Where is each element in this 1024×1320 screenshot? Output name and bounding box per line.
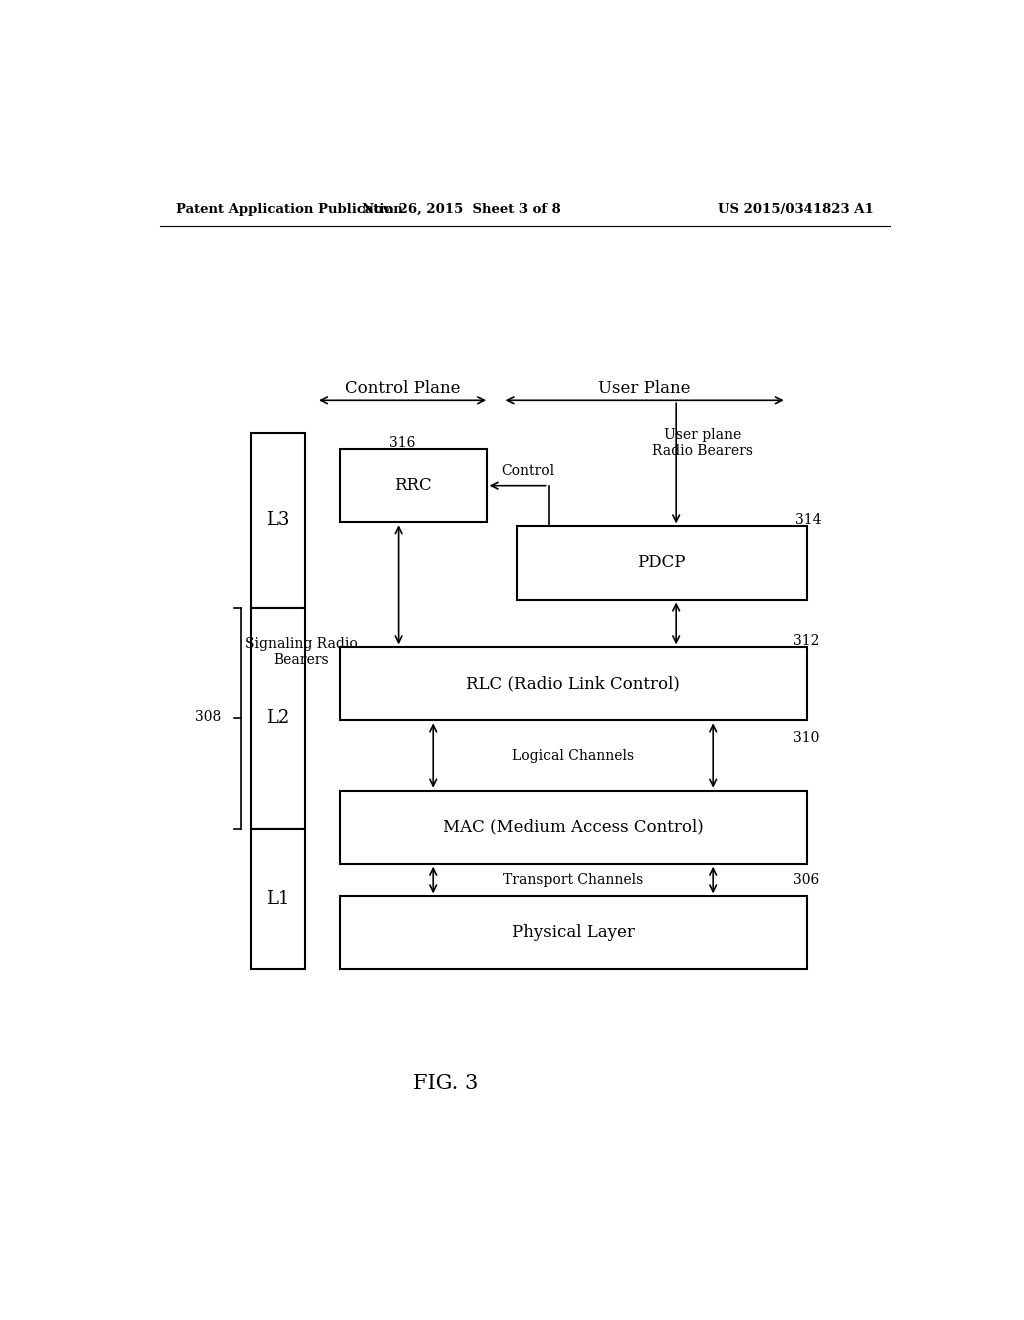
Bar [251,607,305,829]
Bar [340,791,807,863]
Text: Logical Channels: Logical Channels [512,748,634,763]
Text: RRC: RRC [394,478,432,494]
Text: 310: 310 [793,731,819,744]
Bar [340,896,807,969]
Text: 306: 306 [793,873,819,887]
Text: 312: 312 [793,634,819,648]
Text: US 2015/0341823 A1: US 2015/0341823 A1 [718,203,873,215]
Text: Control Plane: Control Plane [345,380,461,396]
Text: L3: L3 [266,511,290,529]
Text: User plane
Radio Bearers: User plane Radio Bearers [652,428,753,458]
Text: Signaling Radio
Bearers: Signaling Radio Bearers [245,638,357,668]
Bar [251,829,305,969]
Text: L1: L1 [266,891,290,908]
Text: Control: Control [501,465,554,478]
Text: FIG. 3: FIG. 3 [413,1074,478,1093]
Bar [251,433,305,607]
Text: PDCP: PDCP [638,554,686,572]
Text: L2: L2 [266,709,290,727]
Text: RLC (Radio Link Control): RLC (Radio Link Control) [466,676,680,693]
Text: MAC (Medium Access Control): MAC (Medium Access Control) [442,818,703,836]
Bar [340,449,486,523]
Text: 308: 308 [196,710,221,725]
Text: Nov. 26, 2015  Sheet 3 of 8: Nov. 26, 2015 Sheet 3 of 8 [361,203,561,215]
Text: 314: 314 [795,513,821,527]
Text: Physical Layer: Physical Layer [512,924,635,941]
Bar [340,647,807,721]
Text: 316: 316 [388,436,415,450]
Text: Transport Channels: Transport Channels [503,873,643,887]
Text: User Plane: User Plane [598,380,691,396]
Text: Patent Application Publication: Patent Application Publication [176,203,402,215]
Bar [517,527,807,599]
